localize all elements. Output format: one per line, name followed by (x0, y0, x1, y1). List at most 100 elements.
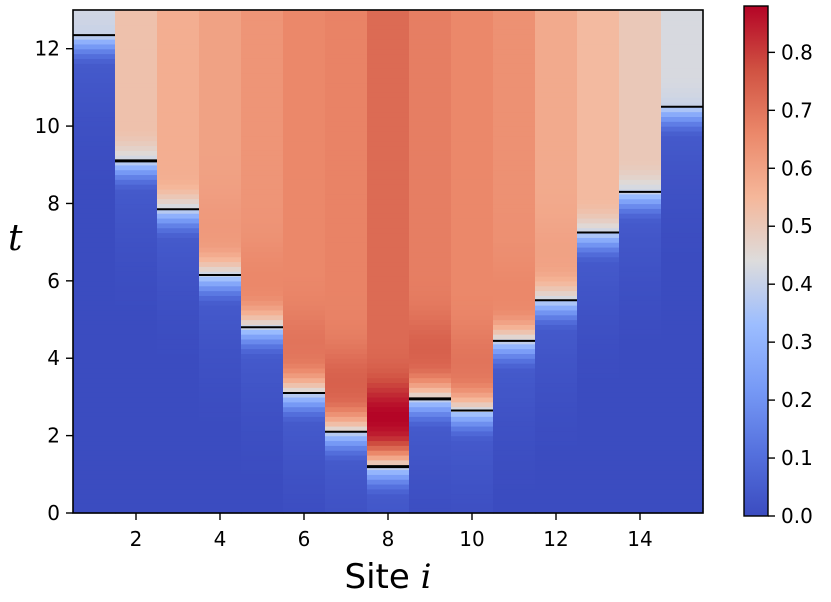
heatmap-cell (241, 150, 284, 156)
heatmap-cell (619, 372, 662, 379)
heatmap-cell (619, 72, 662, 79)
heatmap-cell (451, 135, 494, 142)
heatmap-cell (619, 39, 662, 45)
heatmap-cell (199, 92, 242, 98)
heatmap-cell (535, 363, 578, 369)
heatmap-cell (577, 300, 620, 306)
heatmap-cell (199, 387, 242, 393)
heatmap-cell (661, 242, 704, 248)
heatmap-cell (115, 126, 158, 132)
heatmap-cell (577, 184, 620, 190)
heatmap-cell (283, 280, 326, 287)
heatmap-cell (325, 324, 368, 330)
heatmap-cell (661, 479, 704, 485)
heatmap-cell (451, 367, 494, 374)
heatmap-cell (367, 479, 410, 485)
heatmap-cell (367, 222, 410, 229)
heatmap-cell (157, 159, 200, 166)
heatmap-cell (199, 145, 242, 151)
heatmap-cell (325, 329, 368, 335)
heatmap-cell (451, 159, 494, 166)
heatmap-cell (451, 454, 494, 461)
heatmap-cell (157, 53, 200, 59)
heatmap-cell (241, 271, 284, 277)
heatmap-cell (661, 276, 704, 282)
heatmap-cell (73, 227, 116, 234)
heatmap-cell (73, 348, 116, 354)
heatmap-cell (493, 392, 536, 398)
heatmap-cell (619, 392, 662, 398)
heatmap-cell (199, 237, 242, 243)
heatmap-cell (451, 411, 494, 417)
heatmap-cell (619, 305, 662, 311)
heatmap-cell (283, 450, 326, 456)
heatmap-cell (661, 101, 704, 108)
heatmap-cell (367, 68, 410, 74)
heatmap-cell (325, 179, 368, 185)
heatmap-cell (451, 493, 494, 500)
heatmap-cell (409, 435, 452, 442)
heatmap-cell (283, 367, 326, 374)
heatmap-cell (157, 387, 200, 393)
heatmap-cell (451, 445, 494, 451)
heatmap-cell (199, 358, 242, 364)
heatmap-cell (535, 145, 578, 151)
heatmap-cell (283, 145, 326, 151)
heatmap-cell (661, 474, 704, 480)
heatmap-cell (619, 401, 662, 408)
heatmap-cell (157, 367, 200, 374)
heatmap-cell (157, 358, 200, 364)
heatmap-cell (451, 77, 494, 84)
heatmap-cell (661, 450, 704, 456)
heatmap-cell (367, 58, 410, 64)
heatmap-cell (73, 367, 116, 374)
heatmap-cell (535, 343, 578, 350)
heatmap-cell (577, 237, 620, 243)
heatmap-cell (325, 508, 368, 514)
heatmap-cell (367, 377, 410, 384)
heatmap-cell (157, 256, 200, 263)
heatmap-cell (241, 237, 284, 243)
heatmap-cell (157, 295, 200, 301)
heatmap-cell (199, 450, 242, 456)
heatmap-cell (199, 63, 242, 69)
heatmap-cell (283, 169, 326, 176)
heatmap-cell (199, 493, 242, 500)
heatmap-cell (157, 43, 200, 50)
heatmap-cell (115, 430, 158, 437)
heatmap-cell (661, 271, 704, 277)
heatmap-cell (115, 479, 158, 485)
heatmap-cell (115, 271, 158, 277)
heatmap-cell (451, 116, 494, 122)
heatmap-cell (325, 334, 368, 340)
heatmap-cell (619, 97, 662, 103)
heatmap-cell (535, 213, 578, 219)
heatmap-cell (493, 358, 536, 364)
heatmap-cell (283, 295, 326, 301)
heatmap-cell (493, 440, 536, 446)
heatmap-cell (73, 242, 116, 248)
heatmap-cell (535, 445, 578, 451)
heatmap-cell (661, 440, 704, 446)
heatmap-cell (577, 188, 620, 195)
heatmap-cell (367, 227, 410, 234)
heatmap-cell (157, 87, 200, 93)
heatmap-cell (451, 92, 494, 98)
heatmap-cell (283, 338, 326, 345)
heatmap-cell (325, 396, 368, 403)
heatmap-cell (115, 343, 158, 350)
heatmap-cell (367, 184, 410, 190)
heatmap-cell (115, 334, 158, 340)
heatmap-cell (451, 213, 494, 219)
heatmap-cell (157, 58, 200, 64)
heatmap-cell (409, 87, 452, 93)
heatmap-cell (619, 256, 662, 263)
heatmap-cell (367, 329, 410, 335)
heatmap-cell (367, 193, 410, 200)
heatmap-cell (199, 464, 242, 471)
heatmap-cell (283, 440, 326, 446)
heatmap-cell (73, 300, 116, 306)
heatmap-cell (493, 53, 536, 59)
heatmap-cell (241, 493, 284, 500)
heatmap-cell (241, 246, 284, 253)
